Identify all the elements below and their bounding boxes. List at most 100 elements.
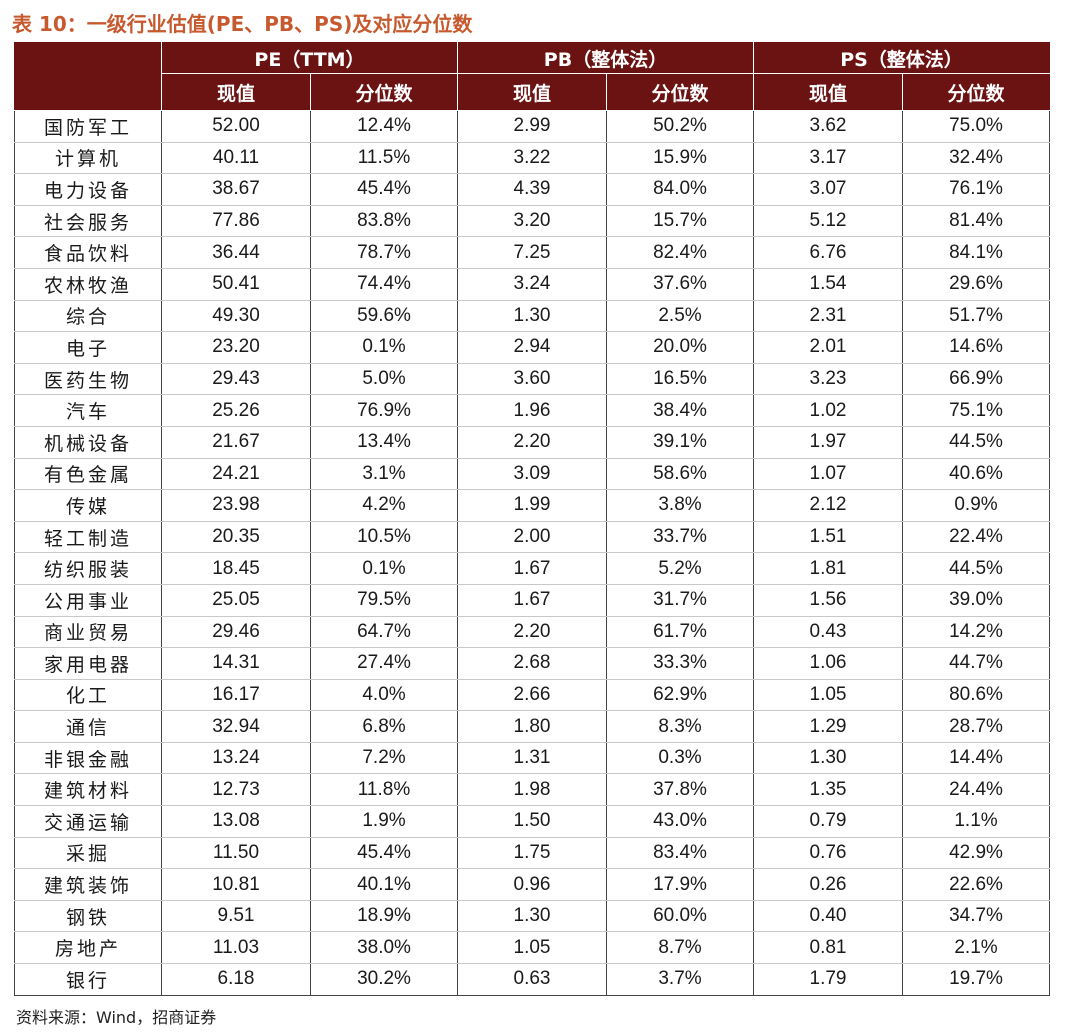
industry-header-blank xyxy=(14,42,162,111)
table-row: 钢铁 9.51 18.9% 1.30 60.0% 0.40 34.7% xyxy=(14,900,1050,933)
ps-percentile: 28.7% xyxy=(902,710,1050,743)
table-row: 建筑装饰 10.81 40.1% 0.96 17.9% 0.26 22.6% xyxy=(14,868,1050,901)
ps-value: 0.79 xyxy=(753,805,903,838)
ps-percentile: 75.1% xyxy=(902,394,1050,427)
ps-percentile: 39.0% xyxy=(902,584,1050,617)
ps-percentile: 22.6% xyxy=(902,868,1050,901)
ps-value: 1.51 xyxy=(753,521,903,554)
pb-value: 0.63 xyxy=(457,963,607,996)
pb-percentile: 17.9% xyxy=(606,868,754,901)
ps-value: 1.30 xyxy=(753,742,903,775)
pe-percentile: 10.5% xyxy=(310,521,458,554)
ps-value: 3.17 xyxy=(753,142,903,175)
pe-value: 9.51 xyxy=(161,900,311,933)
sub-header-pb-percentile: 分位数 xyxy=(606,73,754,111)
pe-percentile: 11.5% xyxy=(310,142,458,175)
group-header-pe: PE（TTM） xyxy=(161,42,458,74)
pb-percentile: 31.7% xyxy=(606,584,754,617)
table-row: 有色金属 24.21 3.1% 3.09 58.6% 1.07 40.6% xyxy=(14,458,1050,491)
table-row: 采掘 11.50 45.4% 1.75 83.4% 0.76 42.9% xyxy=(14,837,1050,870)
table-row: 公用事业 25.05 79.5% 1.67 31.7% 1.56 39.0% xyxy=(14,584,1050,617)
pe-value: 40.11 xyxy=(161,142,311,175)
pb-value: 1.67 xyxy=(457,552,607,585)
pe-percentile: 45.4% xyxy=(310,837,458,870)
ps-value: 0.43 xyxy=(753,616,903,649)
table-row: 综合 49.30 59.6% 1.30 2.5% 2.31 51.7% xyxy=(14,300,1050,333)
pe-value: 24.21 xyxy=(161,458,311,491)
ps-value: 3.23 xyxy=(753,363,903,396)
table-row: 医药生物 29.43 5.0% 3.60 16.5% 3.23 66.9% xyxy=(14,363,1050,396)
table-title: 表 10：一级行业估值(PE、PB、PS)及对应分位数 xyxy=(12,12,473,36)
pe-percentile: 76.9% xyxy=(310,394,458,427)
ps-value: 1.79 xyxy=(753,963,903,996)
pe-value: 29.46 xyxy=(161,616,311,649)
pe-value: 11.50 xyxy=(161,837,311,870)
ps-value: 1.56 xyxy=(753,584,903,617)
industry-name: 银行 xyxy=(14,963,162,996)
pb-percentile: 50.2% xyxy=(606,110,754,143)
industry-name: 计算机 xyxy=(14,142,162,175)
ps-value: 1.07 xyxy=(753,458,903,491)
pe-percentile: 79.5% xyxy=(310,584,458,617)
ps-value: 0.76 xyxy=(753,837,903,870)
pb-value: 1.05 xyxy=(457,931,607,965)
pe-percentile: 78.7% xyxy=(310,236,458,269)
pb-value: 1.67 xyxy=(457,584,607,617)
pb-percentile: 33.7% xyxy=(606,521,754,554)
pe-value: 29.43 xyxy=(161,363,311,396)
table-row: 机械设备 21.67 13.4% 2.20 39.1% 1.97 44.5% xyxy=(14,426,1050,459)
sub-header-pb-value: 现值 xyxy=(457,73,607,111)
ps-percentile: 44.7% xyxy=(902,647,1050,680)
ps-percentile: 14.2% xyxy=(902,616,1050,649)
table-row: 交通运输 13.08 1.9% 1.50 43.0% 0.79 1.1% xyxy=(14,805,1050,838)
pe-value: 25.26 xyxy=(161,394,311,427)
pe-percentile: 0.1% xyxy=(310,331,458,364)
industry-name: 传媒 xyxy=(14,489,162,522)
pb-percentile: 15.7% xyxy=(606,205,754,238)
table-row: 建筑材料 12.73 11.8% 1.98 37.8% 1.35 24.4% xyxy=(14,773,1050,807)
pe-value: 23.98 xyxy=(161,489,311,522)
pb-value: 1.30 xyxy=(457,900,607,933)
ps-value: 3.07 xyxy=(753,173,903,206)
pe-value: 12.73 xyxy=(161,773,311,807)
group-header-pb: PB（整体法） xyxy=(457,42,754,74)
pe-percentile: 18.9% xyxy=(310,900,458,933)
pb-value: 2.99 xyxy=(457,110,607,143)
industry-name: 轻工制造 xyxy=(14,521,162,554)
table-row: 食品饮料 36.44 78.7% 7.25 82.4% 6.76 84.1% xyxy=(14,236,1050,269)
pb-value: 2.66 xyxy=(457,679,607,712)
pe-value: 50.41 xyxy=(161,268,311,301)
sub-header-pe-percentile: 分位数 xyxy=(310,73,458,111)
pb-value: 1.80 xyxy=(457,710,607,743)
table-row: 商业贸易 29.46 64.7% 2.20 61.7% 0.43 14.2% xyxy=(14,616,1050,649)
table-row: 化工 16.17 4.0% 2.66 62.9% 1.05 80.6% xyxy=(14,679,1050,712)
pb-percentile: 43.0% xyxy=(606,805,754,838)
pb-percentile: 15.9% xyxy=(606,142,754,175)
pb-percentile: 20.0% xyxy=(606,331,754,364)
industry-name: 电力设备 xyxy=(14,173,162,206)
industry-name: 建筑材料 xyxy=(14,773,162,807)
pe-percentile: 5.0% xyxy=(310,363,458,396)
table-row: 社会服务 77.86 83.8% 3.20 15.7% 5.12 81.4% xyxy=(14,205,1050,238)
pe-percentile: 38.0% xyxy=(310,931,458,965)
industry-name: 食品饮料 xyxy=(14,236,162,269)
ps-percentile: 32.4% xyxy=(902,142,1050,175)
pe-percentile: 4.0% xyxy=(310,679,458,712)
industry-name: 农林牧渔 xyxy=(14,268,162,301)
sub-header-ps-value: 现值 xyxy=(753,73,903,111)
pb-value: 1.96 xyxy=(457,394,607,427)
source-note: 资料来源：Wind，招商证券 xyxy=(16,1008,217,1027)
ps-value: 5.12 xyxy=(753,205,903,238)
pe-value: 10.81 xyxy=(161,868,311,901)
table-row: 家用电器 14.31 27.4% 2.68 33.3% 1.06 44.7% xyxy=(14,647,1050,680)
pb-value: 1.98 xyxy=(457,773,607,807)
ps-value: 1.81 xyxy=(753,552,903,585)
ps-percentile: 29.6% xyxy=(902,268,1050,301)
pe-value: 13.08 xyxy=(161,805,311,838)
pe-value: 21.67 xyxy=(161,426,311,459)
ps-value: 0.26 xyxy=(753,868,903,901)
pb-percentile: 8.3% xyxy=(606,710,754,743)
pb-percentile: 84.0% xyxy=(606,173,754,206)
pb-value: 3.09 xyxy=(457,458,607,491)
industry-name: 通信 xyxy=(14,710,162,743)
